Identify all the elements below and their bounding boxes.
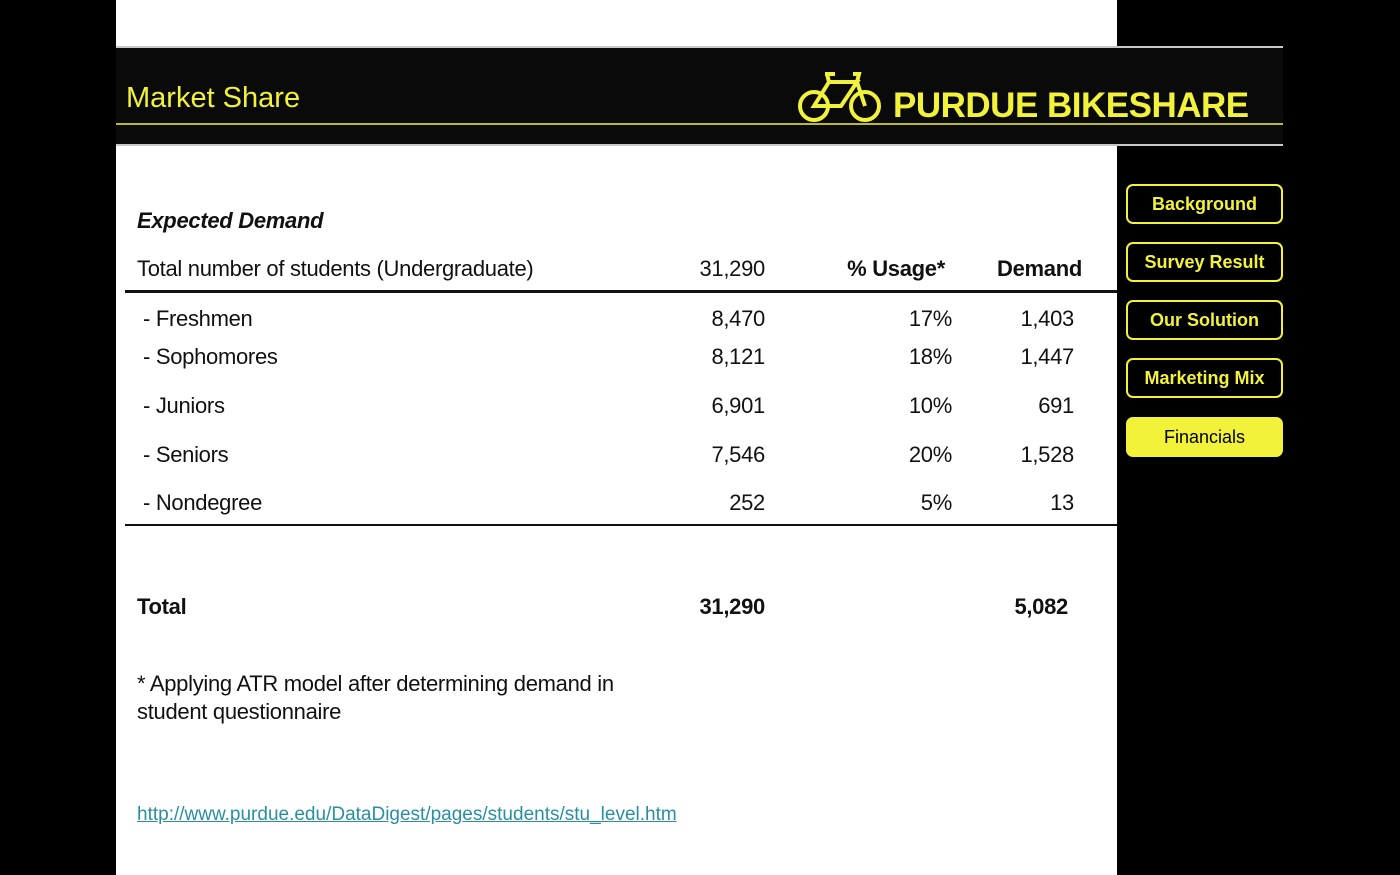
nav-button[interactable]: Marketing Mix: [1126, 358, 1283, 398]
nav-button[interactable]: Survey Result: [1126, 242, 1283, 282]
total-label: Total: [137, 594, 187, 619]
cell: 17%: [908, 306, 952, 331]
footnote: * Applying ATR model after determining d…: [137, 670, 614, 726]
cell: 1,403: [1020, 306, 1074, 331]
header-cell: 31,290: [699, 256, 766, 281]
total-cell: 5,082: [1014, 594, 1068, 619]
nav-button[interactable]: Background: [1126, 184, 1283, 224]
total-cell: 31,290: [699, 594, 766, 619]
nav-button[interactable]: Financials: [1126, 417, 1283, 457]
cell: 7,546: [711, 442, 765, 467]
row-label: - Sophomores: [143, 344, 278, 369]
cell: 1,528: [1020, 442, 1074, 467]
table-caption: Expected Demand: [137, 208, 324, 233]
row-label: - Nondegree: [143, 490, 262, 515]
header-cell: Total number of students (Undergraduate): [137, 256, 534, 281]
cell: 6,901: [711, 393, 765, 418]
footnote-line: student questionnaire: [137, 699, 342, 724]
row-label: - Seniors: [143, 442, 229, 467]
row-label: - Juniors: [143, 393, 225, 418]
cell: 252: [729, 490, 765, 515]
cell: 5%: [920, 490, 953, 515]
header-cell: Demand: [997, 256, 1082, 281]
slide-title: Market Share: [126, 82, 301, 114]
cell: 1,447: [1020, 344, 1074, 369]
cell: 13: [1050, 490, 1074, 515]
divider: [116, 46, 1283, 48]
nav-button[interactable]: Our Solution: [1126, 300, 1283, 340]
divider: [116, 144, 1283, 146]
cell: 20%: [908, 442, 952, 467]
header-cell: % Usage*: [847, 256, 945, 281]
header-rule: [125, 290, 1117, 293]
cell: 10%: [908, 393, 952, 418]
title-underline: [116, 123, 1283, 125]
row-label: - Freshmen: [143, 306, 253, 331]
cell: 18%: [908, 344, 952, 369]
bike-icon: [798, 72, 881, 122]
header-band: [116, 48, 1283, 144]
logo: PURDUE BIKESHARE: [893, 86, 1249, 125]
bottom-rule: [125, 524, 1117, 526]
footnote-line: * Applying ATR model after determining d…: [137, 671, 614, 696]
cell: 691: [1038, 393, 1074, 418]
source-link[interactable]: http://www.purdue.edu/DataDigest/pages/s…: [137, 804, 677, 825]
cell: 8,470: [711, 306, 765, 331]
cell: 8,121: [711, 344, 765, 369]
